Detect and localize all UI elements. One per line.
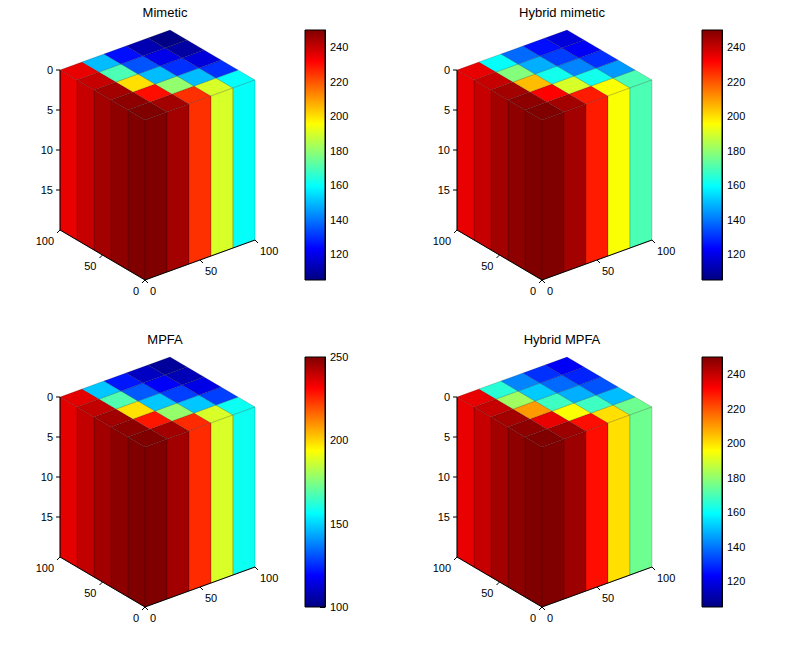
svg-text:180: 180: [727, 145, 745, 157]
svg-text:0: 0: [530, 612, 536, 624]
svg-text:180: 180: [330, 145, 348, 157]
svg-text:15: 15: [41, 511, 53, 523]
svg-text:50: 50: [205, 265, 217, 277]
svg-text:50: 50: [84, 260, 96, 272]
svg-text:0: 0: [150, 612, 156, 624]
svg-text:120: 120: [727, 248, 745, 260]
svg-text:15: 15: [438, 184, 450, 196]
svg-text:5: 5: [444, 104, 450, 116]
svg-text:50: 50: [602, 592, 614, 604]
svg-text:0: 0: [444, 64, 450, 76]
svg-text:Hybrid MPFA: Hybrid MPFA: [524, 332, 601, 347]
svg-text:50: 50: [481, 260, 493, 272]
svg-text:200: 200: [330, 110, 348, 122]
svg-text:160: 160: [330, 179, 348, 191]
svg-text:0: 0: [444, 391, 450, 403]
svg-text:100: 100: [36, 562, 54, 574]
svg-text:200: 200: [727, 110, 745, 122]
svg-text:5: 5: [444, 431, 450, 443]
svg-text:140: 140: [330, 214, 348, 226]
svg-text:10: 10: [438, 144, 450, 156]
svg-text:200: 200: [727, 437, 745, 449]
svg-text:100: 100: [433, 235, 451, 247]
svg-text:5: 5: [47, 431, 53, 443]
svg-text:0: 0: [150, 285, 156, 297]
svg-text:240: 240: [330, 41, 348, 53]
svg-text:100: 100: [657, 572, 675, 584]
svg-text:15: 15: [41, 184, 53, 196]
svg-text:220: 220: [727, 76, 745, 88]
svg-text:Mimetic: Mimetic: [143, 5, 188, 20]
svg-text:160: 160: [727, 506, 745, 518]
svg-text:50: 50: [84, 587, 96, 599]
svg-text:100: 100: [657, 245, 675, 257]
svg-text:100: 100: [260, 572, 278, 584]
svg-text:100: 100: [36, 235, 54, 247]
svg-text:200: 200: [330, 434, 348, 446]
svg-text:0: 0: [547, 612, 553, 624]
svg-text:0: 0: [133, 285, 139, 297]
svg-text:10: 10: [41, 471, 53, 483]
svg-text:10: 10: [438, 471, 450, 483]
svg-text:240: 240: [727, 41, 745, 53]
svg-text:250: 250: [330, 351, 348, 363]
svg-text:15: 15: [438, 511, 450, 523]
svg-text:50: 50: [205, 592, 217, 604]
svg-text:0: 0: [530, 285, 536, 297]
svg-text:100: 100: [433, 562, 451, 574]
svg-text:120: 120: [330, 248, 348, 260]
svg-text:0: 0: [547, 285, 553, 297]
svg-text:140: 140: [727, 541, 745, 553]
svg-text:120: 120: [727, 575, 745, 587]
svg-text:240: 240: [727, 368, 745, 380]
svg-text:0: 0: [47, 64, 53, 76]
svg-text:Hybrid mimetic: Hybrid mimetic: [519, 5, 605, 20]
svg-text:100: 100: [330, 601, 348, 613]
svg-text:140: 140: [727, 214, 745, 226]
svg-text:150: 150: [330, 518, 348, 530]
svg-text:10: 10: [41, 144, 53, 156]
svg-text:0: 0: [47, 391, 53, 403]
svg-text:50: 50: [481, 587, 493, 599]
svg-text:5: 5: [47, 104, 53, 116]
svg-text:220: 220: [727, 403, 745, 415]
svg-text:0: 0: [133, 612, 139, 624]
svg-text:50: 50: [602, 265, 614, 277]
svg-text:100: 100: [260, 245, 278, 257]
svg-text:MPFA: MPFA: [147, 332, 183, 347]
svg-text:220: 220: [330, 76, 348, 88]
svg-text:180: 180: [727, 472, 745, 484]
svg-text:160: 160: [727, 179, 745, 191]
